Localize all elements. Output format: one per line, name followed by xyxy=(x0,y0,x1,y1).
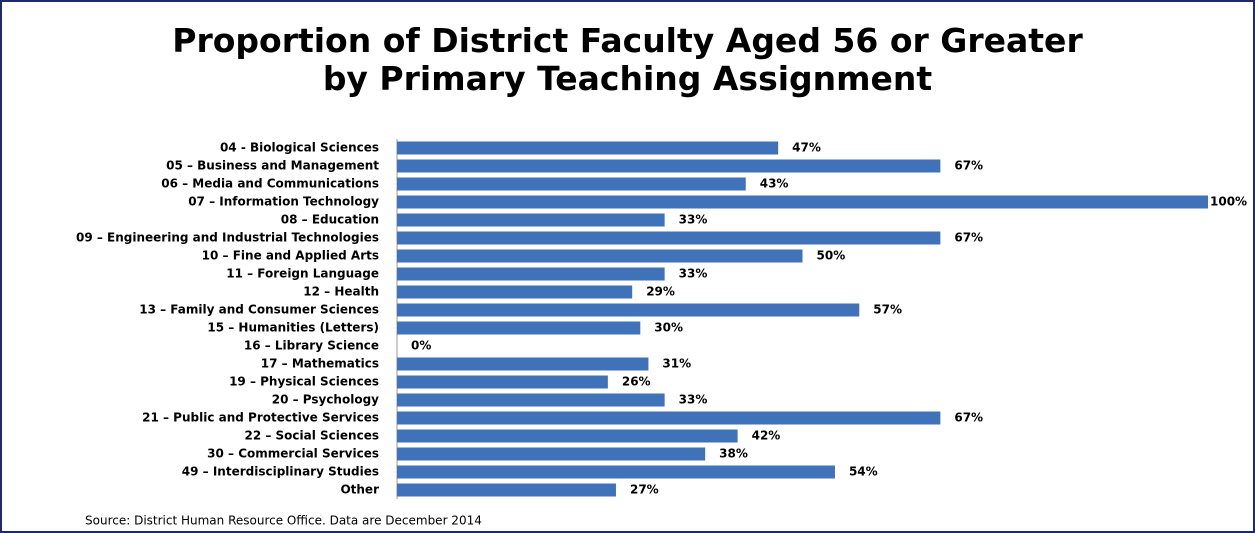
value-label: 42% xyxy=(752,429,781,443)
bar xyxy=(397,447,706,461)
value-label: 100% xyxy=(1210,195,1247,209)
category-label: 06 – Media and Communications xyxy=(161,177,379,191)
category-label: 30 – Commercial Services xyxy=(207,447,379,461)
bar xyxy=(397,483,616,497)
category-label: 09 – Engineering and Industrial Technolo… xyxy=(76,231,379,245)
category-label: 04 - Biological Sciences xyxy=(220,141,379,155)
category-label: Other xyxy=(340,483,379,497)
value-label: 27% xyxy=(630,483,659,497)
value-label: 33% xyxy=(679,267,708,281)
category-label: 22 – Social Sciences xyxy=(244,429,379,443)
bar xyxy=(397,249,803,263)
bar xyxy=(397,375,608,389)
value-label: 57% xyxy=(873,303,902,317)
category-label: 08 – Education xyxy=(281,213,379,227)
category-label: 21 – Public and Protective Services xyxy=(142,411,379,425)
bar xyxy=(397,285,633,299)
category-label: 11 – Foreign Language xyxy=(226,267,379,281)
value-label: 33% xyxy=(679,213,708,227)
category-label: 20 – Psychology xyxy=(272,393,379,407)
bar xyxy=(397,177,746,191)
value-label: 50% xyxy=(817,249,846,263)
value-label: 47% xyxy=(792,141,821,155)
bar xyxy=(397,195,1208,209)
value-label: 26% xyxy=(622,375,651,389)
bar xyxy=(397,357,649,371)
source: Source: District Human Resource Office. … xyxy=(85,514,482,528)
category-label: 17 – Mathematics xyxy=(261,357,379,371)
bar xyxy=(397,411,941,425)
bar xyxy=(397,213,665,227)
category-label: 16 – Library Science xyxy=(244,339,379,353)
bar xyxy=(397,231,941,245)
bar xyxy=(397,267,665,281)
category-label: 10 – Fine and Applied Arts xyxy=(202,249,379,263)
value-label: 38% xyxy=(719,447,748,461)
bar xyxy=(397,465,835,479)
category-label: 12 – Health xyxy=(303,285,379,299)
bar xyxy=(397,303,860,317)
value-label: 30% xyxy=(654,321,683,335)
value-label: 43% xyxy=(760,177,789,191)
value-label: 54% xyxy=(849,465,878,479)
bar xyxy=(397,321,641,335)
value-label: 0% xyxy=(411,339,431,353)
category-label: 19 – Physical Sciences xyxy=(229,375,379,389)
chart-title: Proportion of District Faculty Aged 56 o… xyxy=(172,21,1083,98)
bar xyxy=(397,429,738,443)
value-label: 67% xyxy=(954,159,983,173)
bar xyxy=(397,159,941,173)
value-label: 33% xyxy=(679,393,708,407)
category-label: 07 – Information Technology xyxy=(188,195,379,209)
category-label: 49 – Interdisciplinary Studies xyxy=(182,465,379,479)
value-label: 31% xyxy=(662,357,691,371)
bar xyxy=(397,393,665,407)
bar xyxy=(397,141,779,155)
category-label: 13 – Family and Consumer Sciences xyxy=(139,303,379,317)
value-label: 67% xyxy=(954,411,983,425)
value-label: 29% xyxy=(646,285,675,299)
category-label: 15 – Humanities (Letters) xyxy=(207,321,379,335)
value-label: 67% xyxy=(954,231,983,245)
category-label: 05 – Business and Management xyxy=(166,159,379,173)
